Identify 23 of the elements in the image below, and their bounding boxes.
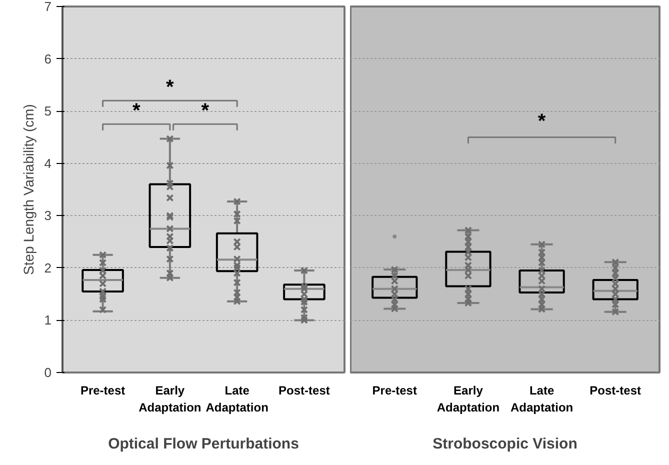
x-tick-label: Pre-test — [80, 384, 126, 398]
y-tick-label: 3 — [44, 208, 52, 224]
y-tick-label: 7 — [44, 0, 52, 14]
x-tick-label: Post-test — [278, 384, 330, 398]
y-tick-label: 5 — [44, 104, 52, 119]
annotation: * — [538, 110, 546, 133]
y-tick-label: 0 — [44, 365, 52, 380]
y-axis-title: Step Length Variability (cm) — [20, 104, 36, 275]
y-tick-label: 1 — [44, 312, 52, 328]
x-axis-title: Stroboscopic Vision — [432, 435, 578, 452]
annotation: * — [132, 100, 140, 122]
x-axis-title: Optical Flow Perturbations — [108, 435, 299, 452]
x-tick-label: Pre-test — [372, 384, 417, 398]
y-tick-label: 2 — [44, 260, 52, 276]
annotation: * — [166, 76, 174, 99]
x-tick-label: Late Adaptation — [206, 384, 268, 414]
y-tick-label: 6 — [44, 51, 52, 66]
annotation: * — [201, 100, 210, 122]
x-tick-label: Early Adaptation — [436, 384, 500, 414]
y-tick-label: 4 — [44, 156, 52, 171]
x-tick-label: Early Adaptation — [138, 384, 202, 414]
x-tick-label: Late Adaptation — [510, 384, 574, 414]
x-tick-label: Post-test — [590, 384, 642, 398]
